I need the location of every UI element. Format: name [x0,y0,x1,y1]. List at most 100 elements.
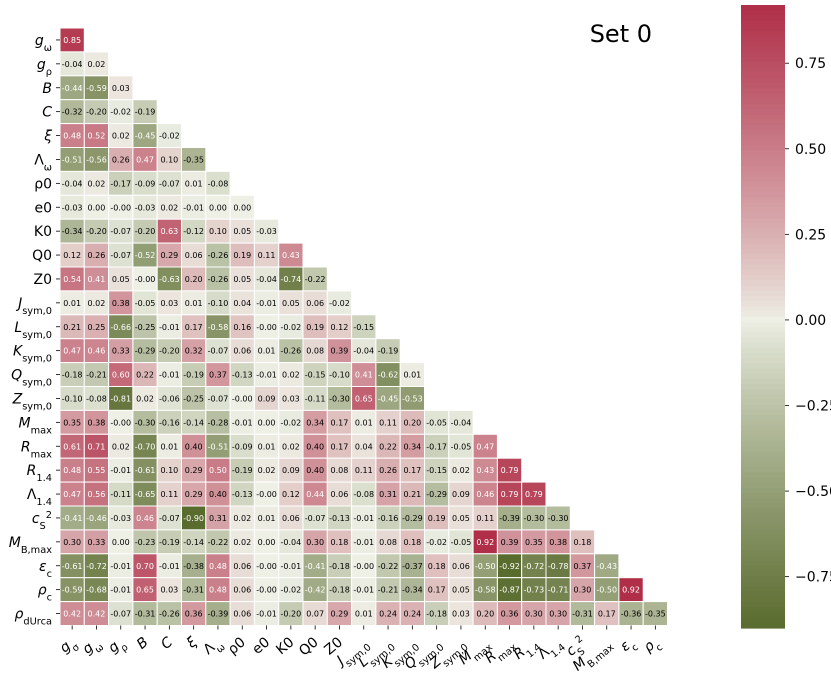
cell-value-label: 0.40 [306,466,324,475]
cell-value-label: -0.52 [135,251,156,260]
cell-value-label: 0.35 [525,538,543,547]
cell-value-label: -0.01 [159,562,180,571]
colorbar-tick-label: −0.75 [795,570,831,586]
cell-value-label: -0.35 [645,610,666,619]
cell-value-label: -0.01 [159,371,180,380]
cell-value-label: 0.02 [452,466,470,475]
y-tick-label: ρdUrca [15,607,52,628]
cell-value-label: 0.30 [549,610,567,619]
colorbar-segment [741,518,785,525]
cell-value-label: -0.00 [135,275,156,284]
colorbar-segment [741,155,785,162]
colorbar-segment [741,41,785,48]
cell-value-label: -0.05 [135,299,156,308]
cell-value-label: 0.01 [258,347,276,356]
cell-value-label: -0.08 [208,179,229,188]
cell-value-label: 0.65 [136,586,154,595]
cell-value-label: -0.10 [208,299,229,308]
cell-value-label: -0.29 [426,490,447,499]
colorbar-segment [741,5,785,11]
cell-value-label: -0.90 [183,514,204,523]
cell-value-label: 0.11 [258,251,276,260]
cell-value-label: 0.56 [88,490,106,499]
colorbar-segment [741,435,785,442]
cell-value-label: 0.48 [209,586,227,595]
cell-value-label: 0.20 [476,610,494,619]
cell-value-label: 0.30 [574,586,592,595]
colorbar-segment [741,389,785,395]
cell-value-label: -0.13 [232,371,253,380]
cell-value-label: -0.39 [208,610,229,619]
cell-value-label: -0.07 [208,394,229,403]
cell-value-label: 0.48 [63,466,81,475]
cell-value-label: -0.51 [208,442,229,451]
cell-value-label: -0.05 [451,538,472,547]
y-tick-label: εc [39,559,52,580]
colorbar-segment [741,383,785,390]
colorbar-segment [741,602,785,608]
cell-value-label: -0.00 [256,323,277,332]
cell-value-label: 0.43 [282,251,300,260]
cell-value-label: -0.01 [256,610,277,619]
cell-value-label: 0.03 [282,394,300,403]
cell-value-label: -0.21 [86,371,107,380]
cell-value-label: 0.07 [306,610,324,619]
cell-value-label: 0.36 [185,610,203,619]
colorbar-segment [741,544,785,551]
cell-value-label: 0.00 [258,418,276,427]
cell-value-label: -0.01 [232,418,253,427]
cell-value-label: -0.22 [305,275,326,284]
y-tick-label: Z0 [34,272,53,288]
cell-value-label: 0.24 [403,610,421,619]
colorbar-segment [741,103,785,110]
cell-value-label: 0.05 [452,586,470,595]
cell-value-label: -0.45 [378,394,399,403]
colorbar-segment [741,150,785,157]
cell-value-label: 0.01 [258,514,276,523]
cell-value-label: -0.18 [62,371,83,380]
cell-value-label: -0.00 [232,394,253,403]
cell-value-label: -0.38 [183,562,204,571]
colorbar-segment [741,20,785,27]
cell-value-label: 0.05 [452,514,470,523]
cell-value-label: -0.44 [62,84,83,93]
colorbar-segment [741,25,785,32]
cell-value-label: -0.01 [110,466,131,475]
cell-value-label: -0.68 [86,586,107,595]
cell-value-label: 0.12 [282,490,300,499]
cell-value-label: -0.04 [353,347,374,356]
x-tick-label: Λω [201,634,228,661]
cell-value-label: -0.05 [426,418,447,427]
cell-value-label: 0.30 [63,538,81,547]
cell-value-label: -0.01 [353,514,374,523]
y-tick-label: gρ [37,57,52,78]
cell-value-label: -0.21 [378,586,399,595]
cell-value-label: 0.30 [525,610,543,619]
cell-value-label: 0.06 [282,514,300,523]
cell-value-label: -0.00 [110,418,131,427]
cell-value-label: 0.38 [88,418,106,427]
cell-value-label: -0.04 [280,538,301,547]
cell-value-label: -0.26 [280,347,301,356]
cell-value-label: -0.00 [256,562,277,571]
colorbar-segment [741,62,785,68]
x-tick-label: Q0 [296,634,322,659]
colorbar-segment [741,82,785,89]
cell-value-label: -0.29 [402,514,423,523]
cell-value-label: -0.02 [159,132,180,141]
colorbar-segment [741,524,785,530]
cell-value-label: -0.59 [86,84,107,93]
cell-value-label: -0.63 [159,275,180,284]
y-tick-label: Rmax [21,439,52,460]
cell-value-label: 0.16 [233,323,251,332]
cell-value-label: 0.22 [379,442,397,451]
colorbar-segment [741,472,785,479]
cell-value-label: 0.03 [452,610,470,619]
cell-value-label: 0.33 [88,538,106,547]
colorbar-segment [741,368,785,375]
colorbar-segment [741,394,785,401]
colorbar-segment [741,508,785,515]
colorbar-segment [741,280,785,286]
cell-value-label: -0.41 [305,562,326,571]
colorbar-tick-label: 0.25 [795,227,826,243]
